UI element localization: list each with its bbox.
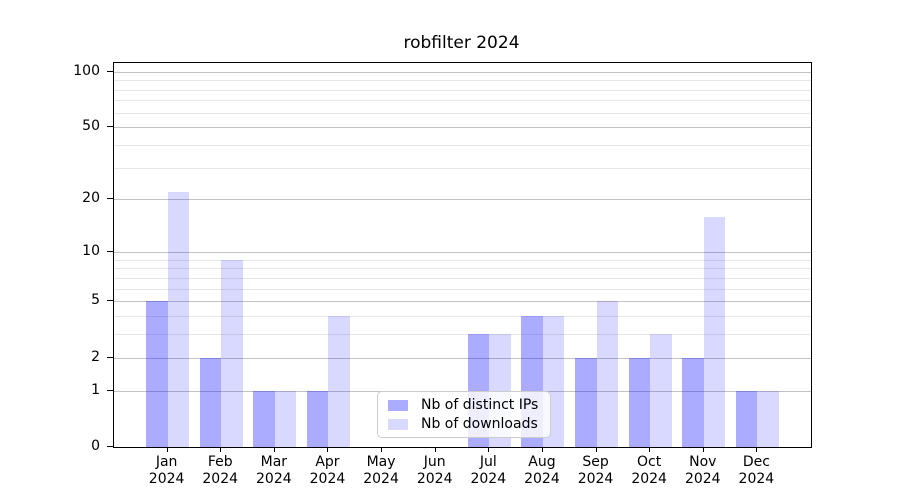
minor-gridline: [114, 259, 811, 261]
bar-ips-mar: [253, 390, 275, 447]
y-tick-mark: [107, 126, 113, 128]
legend: Nb of distinct IPs Nb of downloads: [377, 391, 552, 438]
x-tick-mark: [381, 447, 383, 452]
bar-ips-jan: [146, 301, 168, 447]
x-tick-mark: [756, 447, 758, 452]
chart-title: robfilter 2024: [403, 33, 520, 53]
y-tick-label-1: 1: [91, 381, 100, 398]
x-tick-mark: [702, 447, 704, 452]
x-tick-label-feb: Feb 2024: [202, 454, 239, 487]
x-tick-label-aug: Aug 2024: [524, 454, 560, 487]
bar-downloads-apr: [328, 316, 350, 447]
bar-downloads-sep: [596, 301, 619, 447]
x-tick-label-apr: Apr 2024: [309, 454, 346, 487]
legend-swatch-distinct-ips: [388, 399, 408, 411]
y-tick-label-2: 2: [91, 348, 100, 365]
minor-gridline: [114, 268, 811, 270]
y-tick-label-50: 50: [82, 118, 100, 135]
x-tick-mark: [273, 447, 275, 452]
y-tick-label-20: 20: [82, 190, 100, 207]
bar-ips-apr: [306, 390, 329, 447]
minor-gridline: [114, 80, 811, 82]
major-gridline: [114, 251, 811, 253]
x-tick-mark: [327, 447, 329, 452]
bar-ips-sep: [575, 357, 597, 447]
minor-gridline: [114, 144, 811, 146]
bar-ips-dec: [735, 390, 758, 447]
bar-downloads-oct: [650, 334, 672, 447]
y-tick-label-10: 10: [82, 242, 100, 259]
minor-gridline: [114, 112, 811, 114]
y-tick-mark: [107, 389, 113, 391]
minor-gridline: [114, 277, 811, 279]
y-tick-mark: [107, 446, 113, 447]
x-tick-mark: [220, 447, 222, 452]
y-tick-mark: [107, 198, 113, 200]
x-tick-label-jan: Jan 2024: [148, 454, 185, 487]
x-tick-label-may: May 2024: [363, 454, 399, 487]
minor-gridline: [114, 100, 811, 102]
x-tick-label-nov: Nov 2024: [684, 454, 721, 487]
legend-swatch-downloads: [388, 418, 408, 430]
x-tick-label-oct: Oct 2024: [631, 454, 667, 487]
plot-area: Nb of distinct IPs Nb of downloads: [113, 62, 812, 448]
legend-label-downloads: Nb of downloads: [421, 416, 538, 432]
x-tick-mark: [488, 447, 490, 452]
major-gridline: [114, 357, 811, 359]
x-tick-label-jun: Jun 2024: [416, 454, 453, 487]
x-tick-mark: [434, 447, 436, 452]
x-tick-mark: [166, 447, 168, 452]
x-tick-mark: [595, 447, 597, 452]
y-tick-label-100: 100: [73, 62, 100, 79]
major-gridline: [114, 127, 811, 129]
major-gridline: [114, 199, 811, 201]
y-tick-mark: [107, 250, 113, 252]
bar-ips-feb: [199, 357, 222, 447]
minor-gridline: [114, 316, 811, 318]
bar-downloads-jan: [167, 191, 190, 447]
minor-gridline: [114, 288, 811, 290]
minor-gridline: [114, 167, 811, 169]
major-gridline: [114, 301, 811, 303]
bar-ips-oct: [628, 357, 651, 447]
x-tick-label-mar: Mar 2024: [256, 454, 292, 487]
bar-downloads-nov: [703, 216, 726, 447]
bar-downloads-dec: [757, 390, 779, 447]
y-tick-mark: [107, 356, 113, 358]
x-tick-mark: [541, 447, 543, 452]
bar-downloads-feb: [221, 259, 243, 447]
x-tick-mark: [649, 447, 651, 452]
y-tick-label-5: 5: [91, 292, 100, 309]
y-tick-label-0: 0: [91, 438, 100, 454]
bar-downloads-mar: [274, 390, 297, 447]
bar-ips-nov: [682, 357, 704, 447]
x-tick-label-sep: Sep 2024: [577, 454, 614, 487]
major-gridline: [114, 71, 811, 73]
legend-item-distinct-ips: Nb of distinct IPs: [388, 397, 538, 413]
legend-label-distinct-ips: Nb of distinct IPs: [421, 397, 539, 413]
x-tick-label-jul: Jul 2024: [470, 454, 507, 487]
x-tick-label-dec: Dec 2024: [738, 454, 775, 487]
minor-gridline: [114, 334, 811, 336]
y-tick-mark: [107, 70, 113, 72]
minor-gridline: [114, 89, 811, 91]
legend-item-downloads: Nb of downloads: [388, 416, 538, 432]
y-tick-mark: [107, 300, 113, 302]
